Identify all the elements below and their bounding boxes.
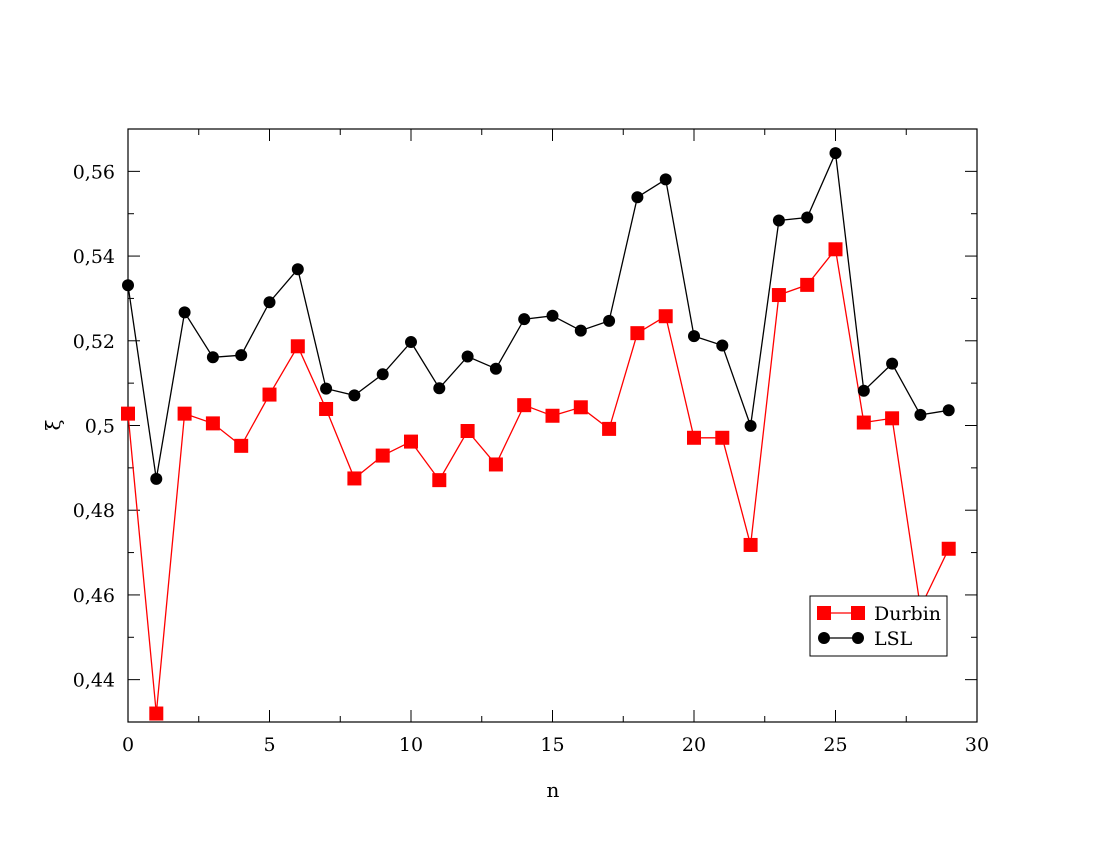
y-tick-label: 0,46: [73, 585, 115, 607]
x-tick-label: 10: [399, 734, 423, 756]
data-point-durbin: [262, 387, 277, 402]
legend-marker-durbin-end: [851, 606, 865, 620]
data-point-durbin: [715, 430, 730, 445]
data-point-lsl: [631, 191, 644, 204]
x-tick-label: 30: [965, 734, 989, 756]
data-point-lsl: [801, 211, 814, 224]
data-point-durbin: [856, 415, 871, 430]
data-point-lsl: [744, 419, 757, 432]
data-point-lsl: [206, 351, 219, 364]
x-tick-label: 15: [540, 734, 564, 756]
x-axis-title: n: [547, 778, 560, 802]
data-point-durbin: [687, 430, 701, 445]
series-lsl: [122, 147, 955, 485]
data-point-lsl: [348, 389, 361, 402]
y-tick-label: 0,44: [73, 670, 115, 692]
legend-box: [809, 595, 948, 657]
data-point-durbin: [771, 288, 786, 303]
legend-marker-lsl-end: [852, 632, 864, 644]
data-point-durbin: [630, 326, 645, 341]
data-point-durbin: [460, 424, 475, 439]
data-point-lsl: [235, 349, 248, 362]
legend-label-lsl: LSL: [874, 628, 913, 650]
axis-tick-labels: 0 5 10 15 20 25 30 0,44 0,46 0,48 0,5 0,52 0,54 0,56: [73, 161, 989, 756]
data-point-lsl: [603, 314, 616, 327]
data-point-durbin: [517, 398, 532, 413]
y-tick-label: 0,54: [73, 246, 115, 268]
y-tick-label: 0,5: [85, 416, 115, 438]
data-point-lsl: [291, 263, 304, 276]
data-point-durbin: [177, 406, 192, 421]
data-point-lsl: [942, 404, 955, 417]
data-point-lsl: [433, 382, 446, 395]
data-point-lsl: [461, 350, 474, 363]
data-point-durbin: [573, 400, 588, 415]
data-point-lsl: [914, 408, 927, 421]
data-point-lsl: [150, 472, 163, 485]
data-point-lsl: [829, 147, 842, 160]
y-axis-title: ξ: [41, 419, 65, 430]
data-point-durbin: [800, 277, 815, 292]
data-point-durbin: [602, 421, 617, 436]
data-point-durbin: [658, 309, 673, 324]
series-line-lsl: [127, 150, 949, 480]
data-point-durbin: [743, 537, 758, 552]
data-point-durbin: [404, 434, 418, 449]
data-point-lsl: [263, 296, 276, 309]
data-point-lsl: [489, 362, 502, 375]
data-point-lsl: [659, 173, 672, 186]
data-point-lsl: [688, 330, 700, 343]
data-point-lsl: [405, 336, 417, 349]
y-tick-label: 0,52: [73, 331, 115, 353]
data-point-durbin: [121, 406, 135, 421]
data-point-durbin: [290, 339, 305, 354]
x-tick-label: 20: [682, 734, 706, 756]
data-point-lsl: [518, 313, 531, 326]
data-point-durbin: [828, 242, 843, 257]
legend-label-durbin: Durbin: [874, 603, 941, 625]
y-tick-label: 0,48: [73, 500, 115, 522]
data-point-durbin: [885, 411, 900, 426]
y-tick-label: 0,56: [73, 161, 115, 183]
x-tick-label: 25: [823, 734, 847, 756]
data-point-durbin: [149, 706, 164, 721]
data-point-lsl: [857, 384, 870, 397]
data-point-durbin: [488, 457, 503, 472]
data-point-lsl: [574, 324, 587, 337]
data-point-lsl: [320, 382, 333, 395]
legend: Durbin LSL: [809, 595, 948, 657]
legend-marker-durbin: [817, 606, 831, 620]
data-point-durbin: [319, 401, 334, 416]
data-point-lsl: [772, 214, 785, 227]
x-tick-label: 5: [263, 734, 275, 756]
data-point-durbin: [941, 541, 956, 556]
data-point-durbin: [432, 473, 447, 488]
data-point-durbin: [234, 438, 249, 453]
data-point-durbin: [545, 408, 560, 423]
data-point-lsl: [886, 357, 899, 370]
data-point-durbin: [205, 416, 220, 431]
data-point-lsl: [122, 279, 134, 292]
axis-ticks: [127, 129, 978, 723]
x-tick-label: 0: [122, 734, 134, 756]
legend-marker-lsl: [818, 632, 830, 644]
data-point-lsl: [178, 306, 191, 319]
data-point-durbin: [375, 448, 390, 463]
data-point-lsl: [376, 368, 389, 381]
data-point-durbin: [347, 471, 362, 486]
data-point-lsl: [716, 339, 729, 352]
data-point-lsl: [546, 309, 559, 322]
